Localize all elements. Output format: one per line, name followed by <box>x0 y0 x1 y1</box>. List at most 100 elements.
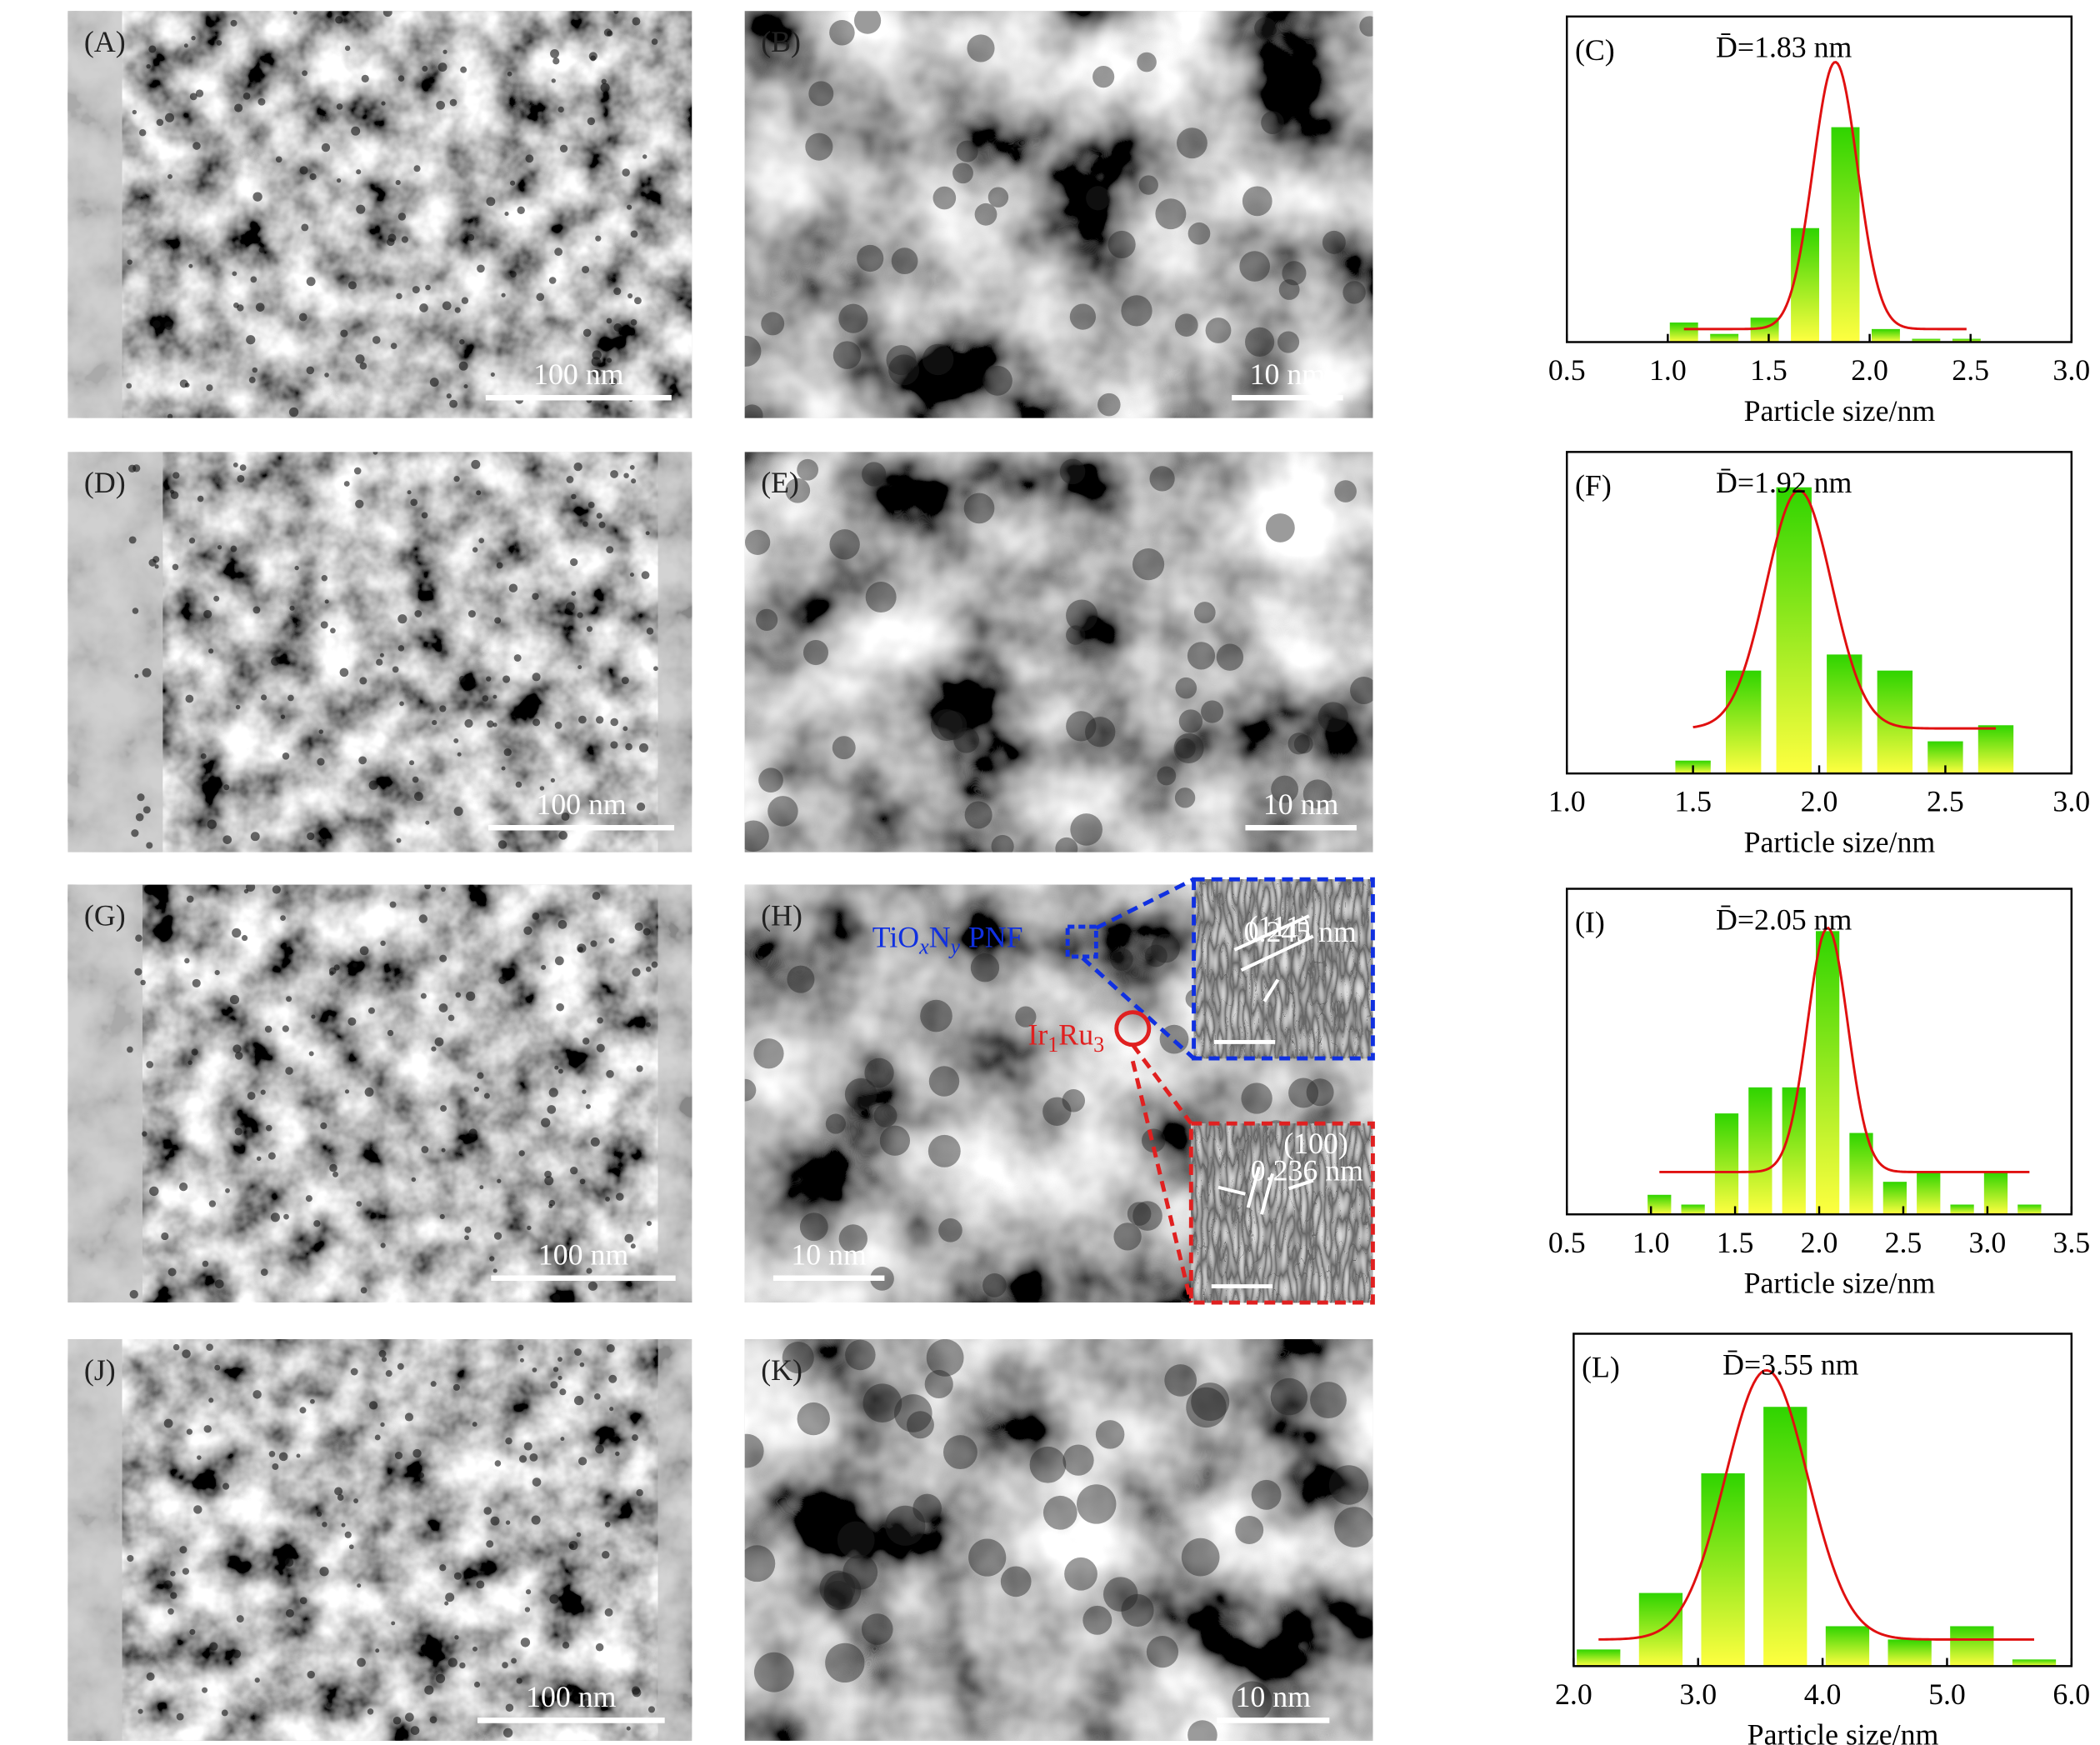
particle <box>1085 717 1116 748</box>
particle <box>638 742 648 752</box>
particle <box>532 1368 538 1372</box>
particle <box>138 1708 143 1714</box>
particle <box>627 204 632 210</box>
particle <box>621 677 629 685</box>
particle <box>424 884 431 890</box>
particle <box>207 819 217 829</box>
particle <box>411 1177 417 1182</box>
particle <box>753 1038 784 1069</box>
x-tick-label: 3.0 <box>2052 353 2090 387</box>
particle <box>206 384 213 392</box>
inset-frame <box>1192 877 1375 1061</box>
particle <box>382 11 392 18</box>
bar <box>1714 1113 1739 1215</box>
bar <box>2018 1204 2042 1215</box>
particle <box>498 840 508 849</box>
particle <box>1070 813 1102 846</box>
particle <box>170 489 175 494</box>
particle <box>335 16 343 24</box>
particle <box>490 372 495 377</box>
support-part: N <box>929 921 951 954</box>
particle <box>440 1105 448 1112</box>
fit-curve <box>1683 61 1967 331</box>
fringe-marker <box>1233 914 1310 952</box>
histogram: 0.5 1.0 1.5 2.0 2.5 3.0 3.5 Particle size/nm (I)… <box>1548 888 2090 1300</box>
particle <box>845 1339 876 1371</box>
particle <box>217 545 222 550</box>
x-tick-label: 3.0 <box>1679 1678 1717 1711</box>
particle <box>548 1203 553 1208</box>
particle <box>453 476 460 482</box>
particle <box>1157 766 1177 786</box>
particle <box>195 89 204 98</box>
particle <box>396 838 402 843</box>
particle <box>541 1118 551 1128</box>
particle <box>319 1567 329 1577</box>
particle <box>318 729 323 734</box>
particle <box>1069 303 1096 330</box>
chart-title: D̄=2.05 nm <box>1716 902 1852 936</box>
particle <box>782 1342 814 1374</box>
particle <box>188 538 196 544</box>
particle <box>448 1014 455 1022</box>
particle <box>753 1652 794 1692</box>
connector <box>1130 1060 1193 1303</box>
particle <box>609 1407 614 1412</box>
alloy-marker <box>1114 1010 1152 1048</box>
particle <box>310 1398 315 1404</box>
particle <box>1334 480 1357 502</box>
particle <box>380 1422 385 1428</box>
bar <box>1669 322 1698 342</box>
particle <box>432 719 438 726</box>
particle <box>197 495 204 502</box>
particle <box>343 481 350 487</box>
bar <box>1776 487 1812 774</box>
particle <box>449 399 458 408</box>
particle <box>255 302 265 312</box>
particle <box>1059 458 1086 485</box>
particle <box>438 1003 448 1012</box>
particle <box>1132 548 1165 581</box>
specimen-edge <box>658 884 692 1303</box>
particle <box>294 565 299 571</box>
particle <box>299 1407 307 1414</box>
panel-label: (G) <box>84 898 126 932</box>
particle <box>615 1192 624 1201</box>
particle <box>321 142 331 152</box>
particle <box>191 1048 198 1056</box>
plot-frame <box>1566 15 2073 343</box>
particle <box>613 287 622 296</box>
particle <box>582 265 590 273</box>
particle <box>202 1260 209 1268</box>
particle <box>135 934 142 942</box>
particle <box>497 1178 502 1183</box>
particle <box>1359 16 1373 37</box>
x-tick-label: 1.0 <box>1649 353 1687 387</box>
particle <box>1265 513 1295 542</box>
particle <box>167 413 173 418</box>
particle <box>468 233 475 241</box>
particle <box>566 1250 573 1257</box>
particle <box>632 1434 638 1441</box>
particle <box>330 628 336 634</box>
particle <box>605 1197 610 1202</box>
particle <box>221 1709 228 1717</box>
particle <box>298 312 308 322</box>
particle <box>236 1615 244 1623</box>
particle <box>651 961 658 968</box>
particle <box>525 154 534 163</box>
particle <box>471 459 481 469</box>
particle <box>473 1087 479 1092</box>
particle <box>926 1339 964 1377</box>
particle <box>623 472 629 478</box>
panel-label: (D) <box>84 466 126 499</box>
particle <box>378 1350 387 1358</box>
particle <box>283 1213 289 1220</box>
particle <box>1077 1484 1117 1524</box>
image-texture <box>744 1339 1373 1741</box>
particle <box>320 1122 328 1130</box>
particle <box>1288 732 1310 755</box>
panel-label: (A) <box>84 25 126 58</box>
particle <box>232 1044 242 1053</box>
particle <box>642 928 651 936</box>
